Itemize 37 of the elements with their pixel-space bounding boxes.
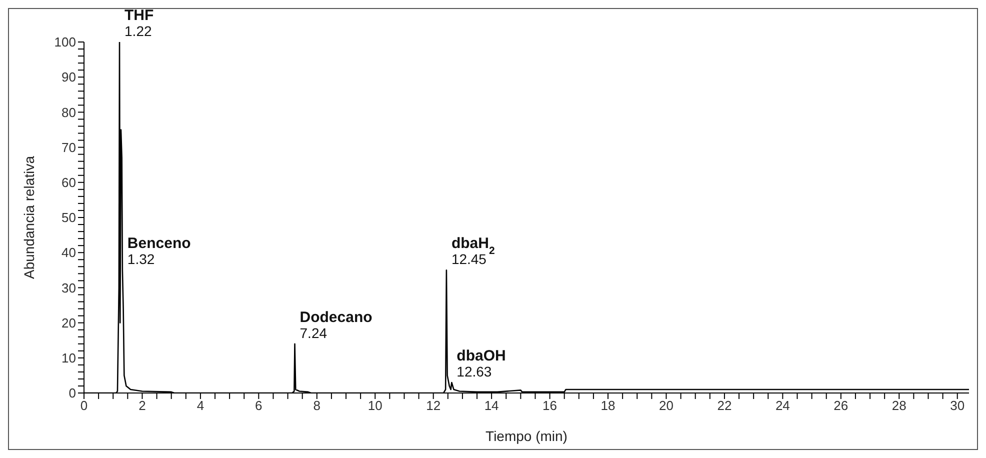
y-tick-label: 70 [62, 140, 76, 155]
annotation: 12.63 [456, 363, 492, 380]
x-tick-label: 2 [138, 398, 146, 414]
x-tick-label: 22 [717, 398, 732, 414]
y-tick-label: 100 [54, 34, 76, 50]
x-tick-label: 28 [892, 398, 906, 414]
annotation: Dodecano [300, 308, 372, 326]
x-tick-label: 10 [368, 398, 382, 414]
annotation: 1.22 [124, 23, 152, 39]
y-tick-label: 20 [62, 315, 76, 330]
y-tick-label: 30 [62, 280, 76, 296]
annotation: dbaOH [456, 347, 506, 364]
y-axis-title: Abundancia relativa [20, 156, 37, 279]
x-tick-label: 16 [542, 398, 558, 414]
x-tick-label: 26 [834, 398, 848, 414]
y-tick-label: 60 [62, 175, 76, 190]
annotation: Benceno [127, 235, 191, 252]
x-tick-label: 20 [659, 398, 674, 414]
y-tick-label: 0 [68, 386, 76, 401]
annotation: 7.24 [300, 324, 328, 341]
x-tick-label: 12 [426, 398, 441, 414]
y-tick-label: 10 [62, 350, 76, 366]
x-tick-label: 30 [950, 398, 965, 414]
y-tick-label: 50 [62, 210, 76, 226]
annotation: 1.32 [127, 251, 155, 268]
x-tick-label: 14 [484, 398, 499, 414]
y-tick-label: 40 [62, 245, 76, 260]
x-tick-label: 24 [775, 398, 790, 414]
x-tick-label: 0 [80, 398, 88, 414]
x-tick-label: 6 [255, 398, 262, 414]
y-tick-label: 90 [62, 70, 76, 85]
x-tick-label: 8 [313, 398, 321, 414]
x-axis-title: Tiempo (min) [486, 428, 568, 444]
annotation: THF [124, 7, 154, 24]
x-tick-label: 4 [196, 398, 204, 414]
y-tick-label: 80 [62, 104, 76, 120]
x-tick-label: 18 [600, 398, 616, 414]
